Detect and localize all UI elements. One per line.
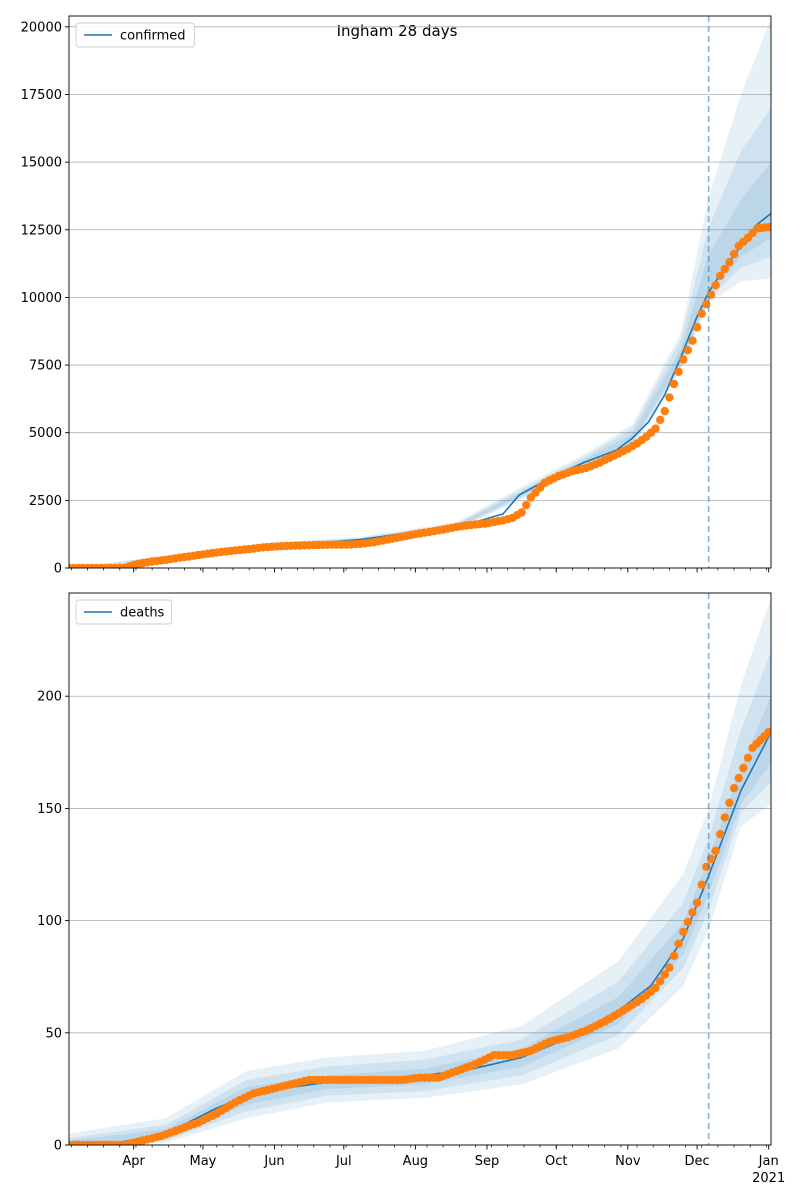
observed-point	[683, 346, 693, 355]
observed-point	[522, 500, 531, 510]
y-tick-label: 17500	[21, 88, 62, 103]
y-tick-label: 0	[54, 562, 62, 577]
y-tick-label: 2500	[29, 494, 62, 509]
observed-point	[517, 508, 526, 517]
plot-frame	[68, 15, 772, 569]
observed-point	[688, 908, 697, 917]
observed-point	[679, 355, 688, 364]
observed-point	[697, 309, 706, 318]
y-tick-label: 15000	[21, 156, 62, 171]
y-tick-label: 12500	[21, 223, 62, 238]
observed-point	[711, 846, 720, 856]
observed-point	[688, 336, 697, 345]
observed-point	[711, 281, 720, 290]
deaths-panel: 0 50 100 150 200 Apr May Jun Jul Aug Sep Oct Nov Dec J…	[37, 592, 785, 1186]
observed-point	[720, 264, 729, 274]
uncertainty-band	[69, 651, 771, 1145]
observed-point	[725, 258, 734, 267]
legend: deaths	[75, 599, 173, 625]
observed-points	[69, 727, 771, 1145]
observed-point	[669, 951, 679, 960]
uncertainty-bands	[69, 597, 771, 1145]
observed-point	[674, 939, 683, 948]
legend-label: deaths	[120, 606, 165, 621]
observed-point	[660, 970, 669, 979]
observed-point	[665, 963, 674, 972]
observed-point	[720, 813, 729, 822]
x-tick-label: Sep	[475, 1154, 500, 1169]
x-tick-year-label: 2021	[752, 1171, 785, 1186]
observed-point	[725, 798, 734, 807]
legend-box	[75, 599, 173, 625]
observed-point	[692, 898, 702, 907]
y-tick-label: 200	[37, 690, 62, 705]
observed-point	[669, 379, 679, 389]
y-tick-label: 100	[37, 914, 62, 929]
uncertainty-band	[69, 108, 771, 568]
observed-point	[651, 424, 660, 433]
observed-point	[656, 415, 665, 425]
figure-title: Ingham 28 days	[337, 22, 458, 40]
y-tick-label: 20000	[21, 20, 62, 35]
observed-point	[679, 927, 688, 936]
observed-point	[739, 763, 748, 773]
legend: confirmed	[75, 22, 195, 48]
x-tick-label: Nov	[615, 1154, 641, 1169]
legend-box	[75, 22, 195, 48]
x-tick-label: Aug	[403, 1154, 428, 1169]
x-tick-label: May	[189, 1154, 216, 1169]
legend-label: confirmed	[120, 29, 186, 44]
observed-point	[734, 773, 743, 783]
y-tick-label: 7500	[29, 359, 62, 374]
observed-point	[764, 222, 771, 232]
observed-point	[697, 880, 706, 889]
observed-points	[69, 222, 771, 568]
y-tick-label: 150	[37, 802, 62, 817]
uncertainty-bands	[69, 18, 771, 568]
observed-point	[651, 983, 660, 993]
x-tick-label: Jul	[335, 1154, 352, 1169]
y-tick-label: 0	[54, 1139, 62, 1154]
x-tick-label: Jan	[758, 1154, 779, 1169]
observed-point	[729, 249, 739, 259]
uncertainty-band	[69, 696, 771, 1145]
plot-frame	[68, 592, 772, 1146]
y-tick-label: 10000	[21, 291, 62, 306]
observed-point	[656, 977, 665, 986]
x-tick-label: Apr	[122, 1154, 145, 1169]
observed-point	[660, 406, 669, 416]
observed-point	[692, 323, 702, 332]
observed-point	[716, 830, 725, 839]
x-tick-label: Oct	[545, 1154, 567, 1169]
observed-point	[729, 784, 739, 793]
confirmed-panel: 0 2500 5000 7500 10000 12500 15000 17500 20000 co…	[21, 15, 772, 577]
observed-point	[683, 917, 693, 927]
observed-point	[674, 367, 683, 376]
y-tick-label: 50	[45, 1026, 62, 1041]
uncertainty-band	[69, 597, 771, 1145]
x-tick-label: Jun	[263, 1154, 284, 1169]
x-tick-label: Dec	[685, 1154, 710, 1169]
observed-point	[764, 727, 771, 737]
observed-point	[743, 753, 753, 763]
observed-point	[716, 271, 725, 280]
observed-point	[665, 393, 674, 402]
y-tick-label: 5000	[29, 426, 62, 441]
